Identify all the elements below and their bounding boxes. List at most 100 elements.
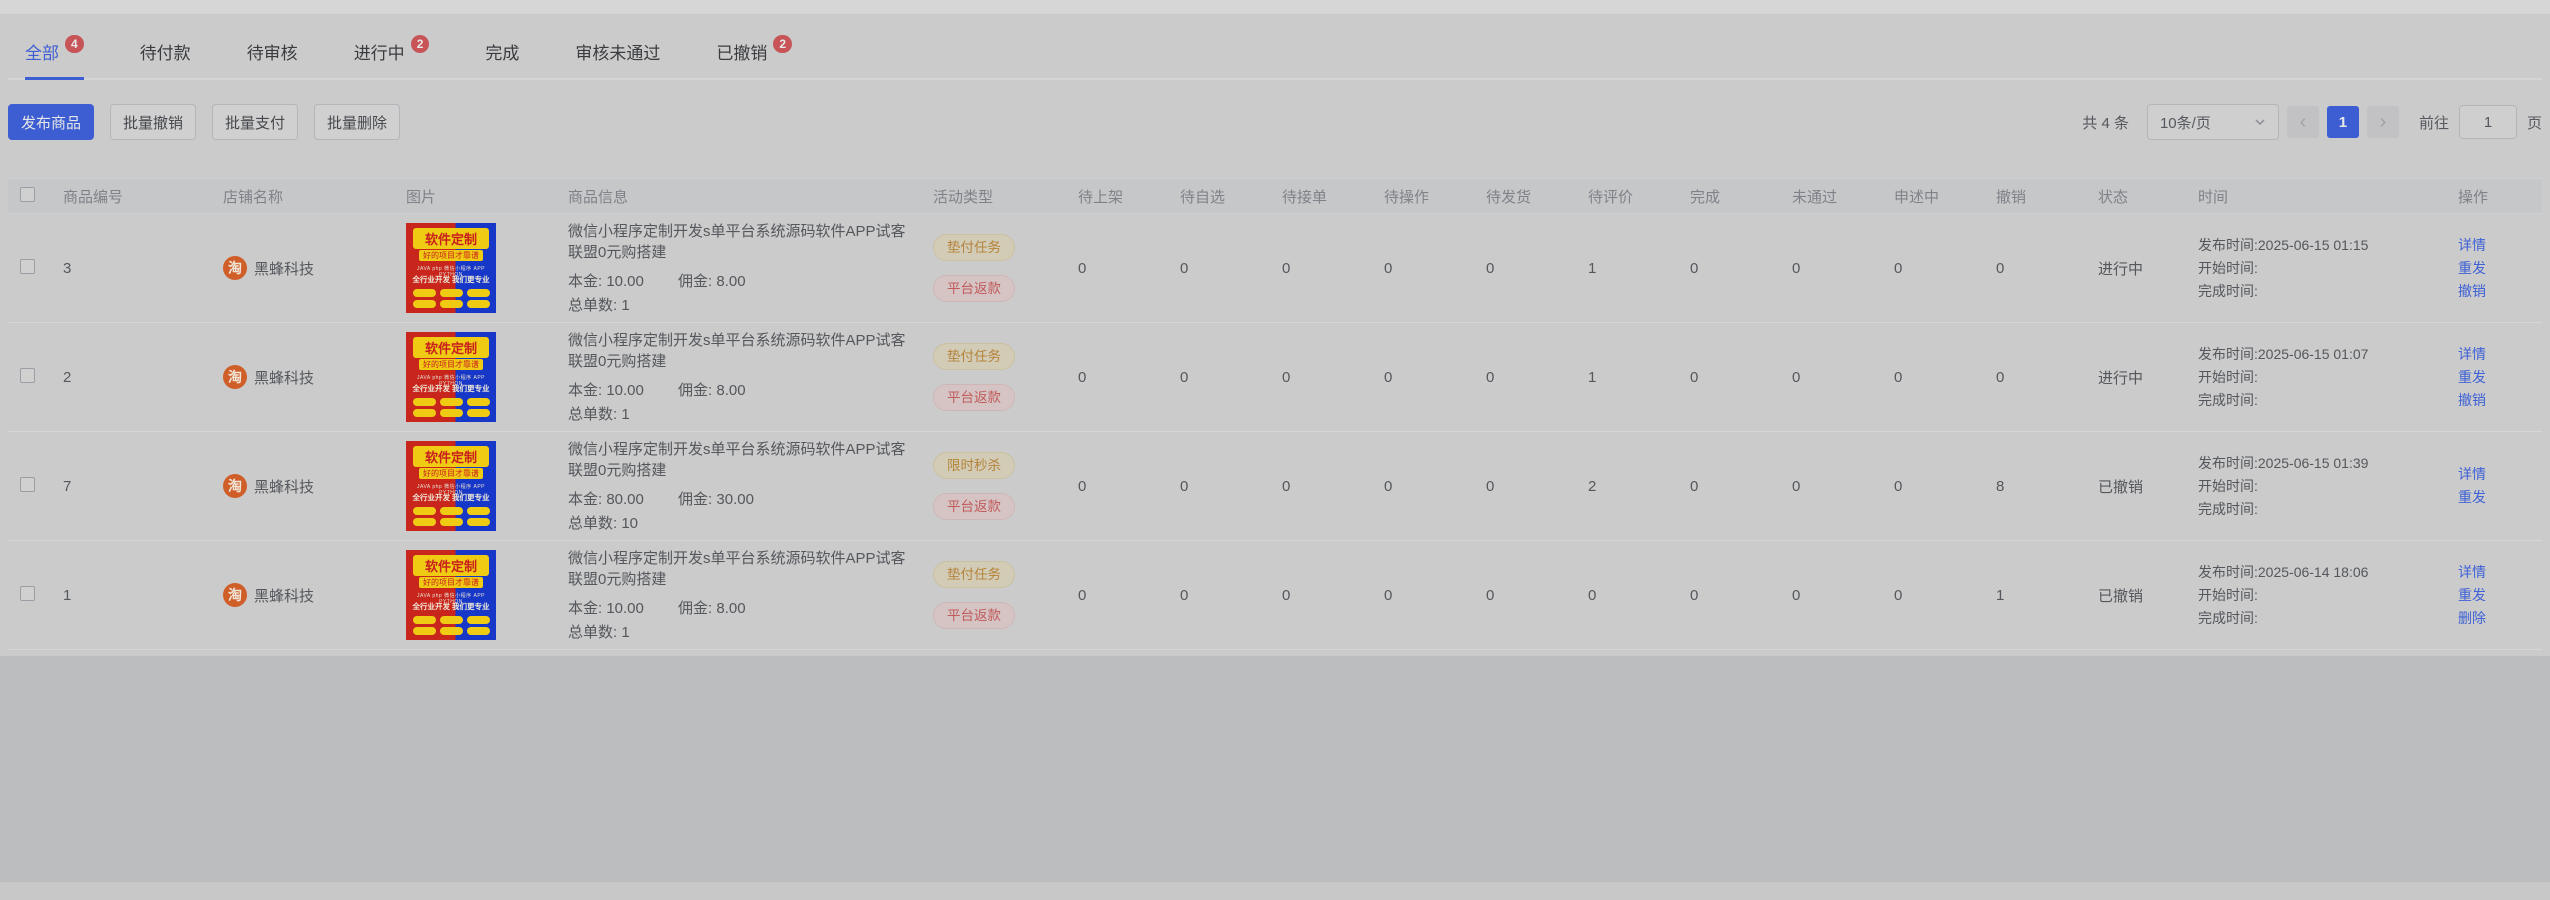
count-pending-listing: 0 <box>1078 259 1087 277</box>
action-link-resend[interactable]: 重发 <box>2458 368 2486 385</box>
action-link-resend[interactable]: 重发 <box>2458 586 2486 603</box>
start-time: 开始时间: <box>2198 586 2258 603</box>
tab-review-rejected[interactable]: 审核未通过 <box>575 42 660 66</box>
count-pending-shipment: 0 <box>1486 477 1495 495</box>
action-link-revoke[interactable]: 撤销 <box>2458 391 2486 408</box>
horizontal-scrollbar-track <box>0 882 2550 900</box>
actions-cell: 详情 重发 <box>2458 463 2542 509</box>
tab-all[interactable]: 全部 4 <box>25 35 84 80</box>
count-pending-listing: 0 <box>1078 368 1087 386</box>
commission-amount: 佣金: 8.00 <box>678 382 746 399</box>
tab-completed[interactable]: 完成 <box>485 42 519 66</box>
action-link-revoke[interactable]: 撤销 <box>2458 282 2486 299</box>
total-orders: 总单数: 10 <box>568 515 639 532</box>
product-id: 7 <box>63 477 72 495</box>
empty-area <box>0 656 2550 882</box>
count-appealing: 0 <box>1894 368 1903 386</box>
actions-cell: 详情 重发 删除 <box>2458 561 2542 630</box>
column-header: 完成 <box>1690 188 1721 206</box>
batch-pay-button[interactable]: 批量支付 <box>212 104 299 140</box>
action-link-detail[interactable]: 详情 <box>2458 236 2486 253</box>
product-image-subtitle: 好的项目才靠谱 <box>419 359 483 370</box>
product-image-badges <box>411 507 491 526</box>
count-revoked: 1 <box>1996 586 2005 604</box>
store-badge-icon: 淘 <box>223 365 247 389</box>
count-revoked: 0 <box>1996 259 2005 277</box>
tab-label: 进行中 <box>353 44 405 63</box>
commission-amount: 佣金: 30.00 <box>678 491 754 508</box>
product-image-tagline: 全行业开发 我们更专业 <box>412 275 490 284</box>
row-checkbox[interactable] <box>20 367 35 383</box>
count-rejected: 0 <box>1792 586 1801 604</box>
count-pending-shipment: 0 <box>1486 259 1495 277</box>
action-link-detail[interactable]: 详情 <box>2458 466 2486 482</box>
tab-count-badge: 4 <box>65 35 84 53</box>
count-pending-selection: 0 <box>1180 259 1189 277</box>
total-orders: 总单数: 1 <box>568 297 630 314</box>
pagination: 共 4 条 10条/页 ‹ 1 › 前往 页 <box>2082 104 2542 140</box>
action-link-resend[interactable]: 重发 <box>2458 259 2486 276</box>
count-appealing: 0 <box>1894 586 1903 604</box>
time-cell: 发布时间:2025-06-15 01:15 开始时间: 完成时间: <box>2198 234 2458 303</box>
tab-count-badge: 2 <box>773 35 793 53</box>
tab-in-progress[interactable]: 进行中 2 <box>353 35 430 66</box>
publish-product-button[interactable]: 发布商品 <box>8 104 95 140</box>
row-select-cell <box>8 258 63 278</box>
column-header: 商品编号 <box>63 188 124 206</box>
product-info-cell: 微信小程序定制开发s单平台系统源码软件APP试客联盟0元购搭建 本金: 10.0… <box>568 548 933 642</box>
activity-type-cell: 垫付任务 平台返款 <box>933 234 1078 302</box>
column-header: 申述中 <box>1894 188 1940 206</box>
product-image[interactable]: 软件定制 好的项目才靠谱 JAVA php 微信小程序 APP PYTHON 全… <box>406 223 496 313</box>
product-image[interactable]: 软件定制 好的项目才靠谱 JAVA php 微信小程序 APP PYTHON 全… <box>406 441 496 531</box>
batch-delete-button[interactable]: 批量删除 <box>314 104 401 140</box>
tab-pending-review[interactable]: 待审核 <box>247 42 298 66</box>
product-image-subtitle: 好的项目才靠谱 <box>419 468 483 479</box>
store-cell: 淘 黑蜂科技 <box>223 474 406 498</box>
product-image-title: 软件定制 <box>413 555 489 576</box>
page-unit-label: 页 <box>2526 114 2542 132</box>
action-link-resend[interactable]: 重发 <box>2458 489 2486 505</box>
next-page-button[interactable]: › <box>2366 106 2399 138</box>
commission-amount: 佣金: 8.00 <box>678 273 746 290</box>
product-image[interactable]: 软件定制 好的项目才靠谱 JAVA php 微信小程序 APP PYTHON 全… <box>406 550 496 640</box>
column-header: 待上架 <box>1078 188 1124 206</box>
page-number-button[interactable]: 1 <box>2326 106 2359 138</box>
product-image-tech-line: JAVA php 微信小程序 APP PYTHON <box>416 484 485 496</box>
column-header: 商品信息 <box>568 188 629 206</box>
goto-page-input[interactable] <box>2458 105 2517 139</box>
row-checkbox[interactable] <box>20 585 35 601</box>
column-header: 操作 <box>2458 188 2489 206</box>
product-image-subtitle: 好的项目才靠谱 <box>419 577 483 588</box>
image-cell: 软件定制 好的项目才靠谱 JAVA php 微信小程序 APP PYTHON 全… <box>406 550 568 640</box>
count-pending-accept: 0 <box>1282 368 1291 386</box>
action-link-detail[interactable]: 详情 <box>2458 345 2486 362</box>
tab-label: 待付款 <box>139 44 191 63</box>
batch-revoke-button[interactable]: 批量撤销 <box>110 104 197 140</box>
start-time: 开始时间: <box>2198 477 2258 494</box>
tab-pending-payment[interactable]: 待付款 <box>140 42 191 66</box>
status-text: 进行中 <box>2098 260 2144 278</box>
row-checkbox[interactable] <box>20 476 35 492</box>
chevron-down-icon <box>2254 116 2266 128</box>
status-text: 已撤销 <box>2098 478 2144 496</box>
tab-revoked[interactable]: 已撤销 2 <box>716 35 793 66</box>
column-header: 店铺名称 <box>223 188 284 206</box>
prev-page-button[interactable]: ‹ <box>2286 106 2319 138</box>
product-id: 1 <box>63 586 72 604</box>
product-image[interactable]: 软件定制 好的项目才靠谱 JAVA php 微信小程序 APP PYTHON 全… <box>406 332 496 422</box>
column-header: 待自选 <box>1180 188 1226 206</box>
principal-amount: 本金: 10.00 <box>568 273 644 290</box>
count-pending-review: 1 <box>1588 368 1597 386</box>
product-image-tech-line: JAVA php 微信小程序 APP PYTHON <box>416 266 485 278</box>
store-badge-icon: 淘 <box>223 256 247 280</box>
page-size-select[interactable]: 10条/页 <box>2146 104 2279 140</box>
action-link-detail[interactable]: 详情 <box>2458 563 2486 580</box>
count-pending-selection: 0 <box>1180 477 1189 495</box>
column-header: 未通过 <box>1792 188 1838 206</box>
action-link-delete[interactable]: 删除 <box>2458 609 2486 626</box>
publish-time: 发布时间:2025-06-15 01:07 <box>2198 345 2369 362</box>
store-name: 黑蜂科技 <box>254 587 315 605</box>
select-all-checkbox[interactable] <box>20 186 35 202</box>
row-checkbox[interactable] <box>20 258 35 274</box>
goto-label: 前往 <box>2418 114 2449 132</box>
